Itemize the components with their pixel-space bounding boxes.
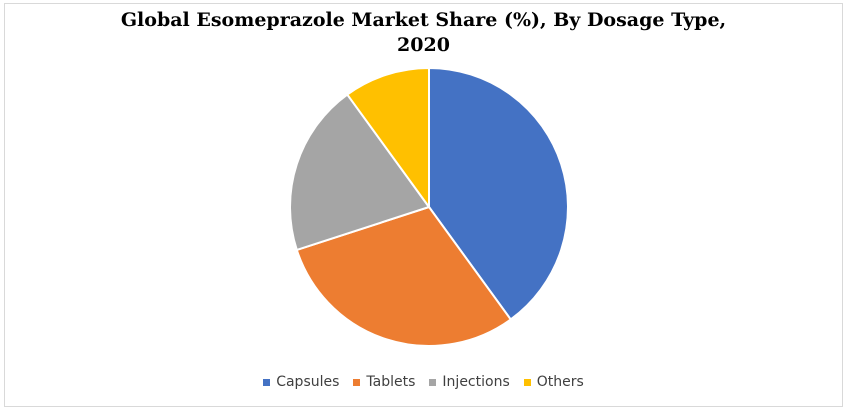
legend-label-others: Others [536, 374, 584, 390]
legend-label-injections: Injections [442, 374, 510, 390]
legend-swatch-tablets [353, 378, 361, 386]
legend-label-capsules: Capsules [276, 374, 340, 390]
legend-item-capsules: Capsules [263, 374, 339, 390]
chart-title: Global Esomeprazole Market Share (%), By… [5, 8, 842, 58]
chart-title-line-2: 2020 [397, 34, 450, 56]
legend-label-tablets: Tablets [366, 374, 416, 390]
pie-slice-injections [289, 93, 430, 251]
legend-item-tablets: Tablets [353, 374, 415, 390]
pie-slice-capsules [428, 67, 569, 321]
legend-item-injections: Injections [429, 374, 510, 390]
chart-legend: Capsules Tablets Injections Others [5, 374, 842, 390]
legend-swatch-capsules [263, 378, 271, 386]
legend-swatch-others [523, 378, 531, 386]
pie-chart [289, 67, 569, 347]
legend-swatch-injections [429, 378, 437, 386]
pie-slice-others [346, 67, 430, 208]
pie-slice-tablets [295, 206, 512, 347]
chart-title-line-1: Global Esomeprazole Market Share (%), By… [120, 9, 727, 31]
legend-item-others: Others [523, 374, 584, 390]
chart-frame: Global Esomeprazole Market Share (%), By… [4, 3, 843, 407]
